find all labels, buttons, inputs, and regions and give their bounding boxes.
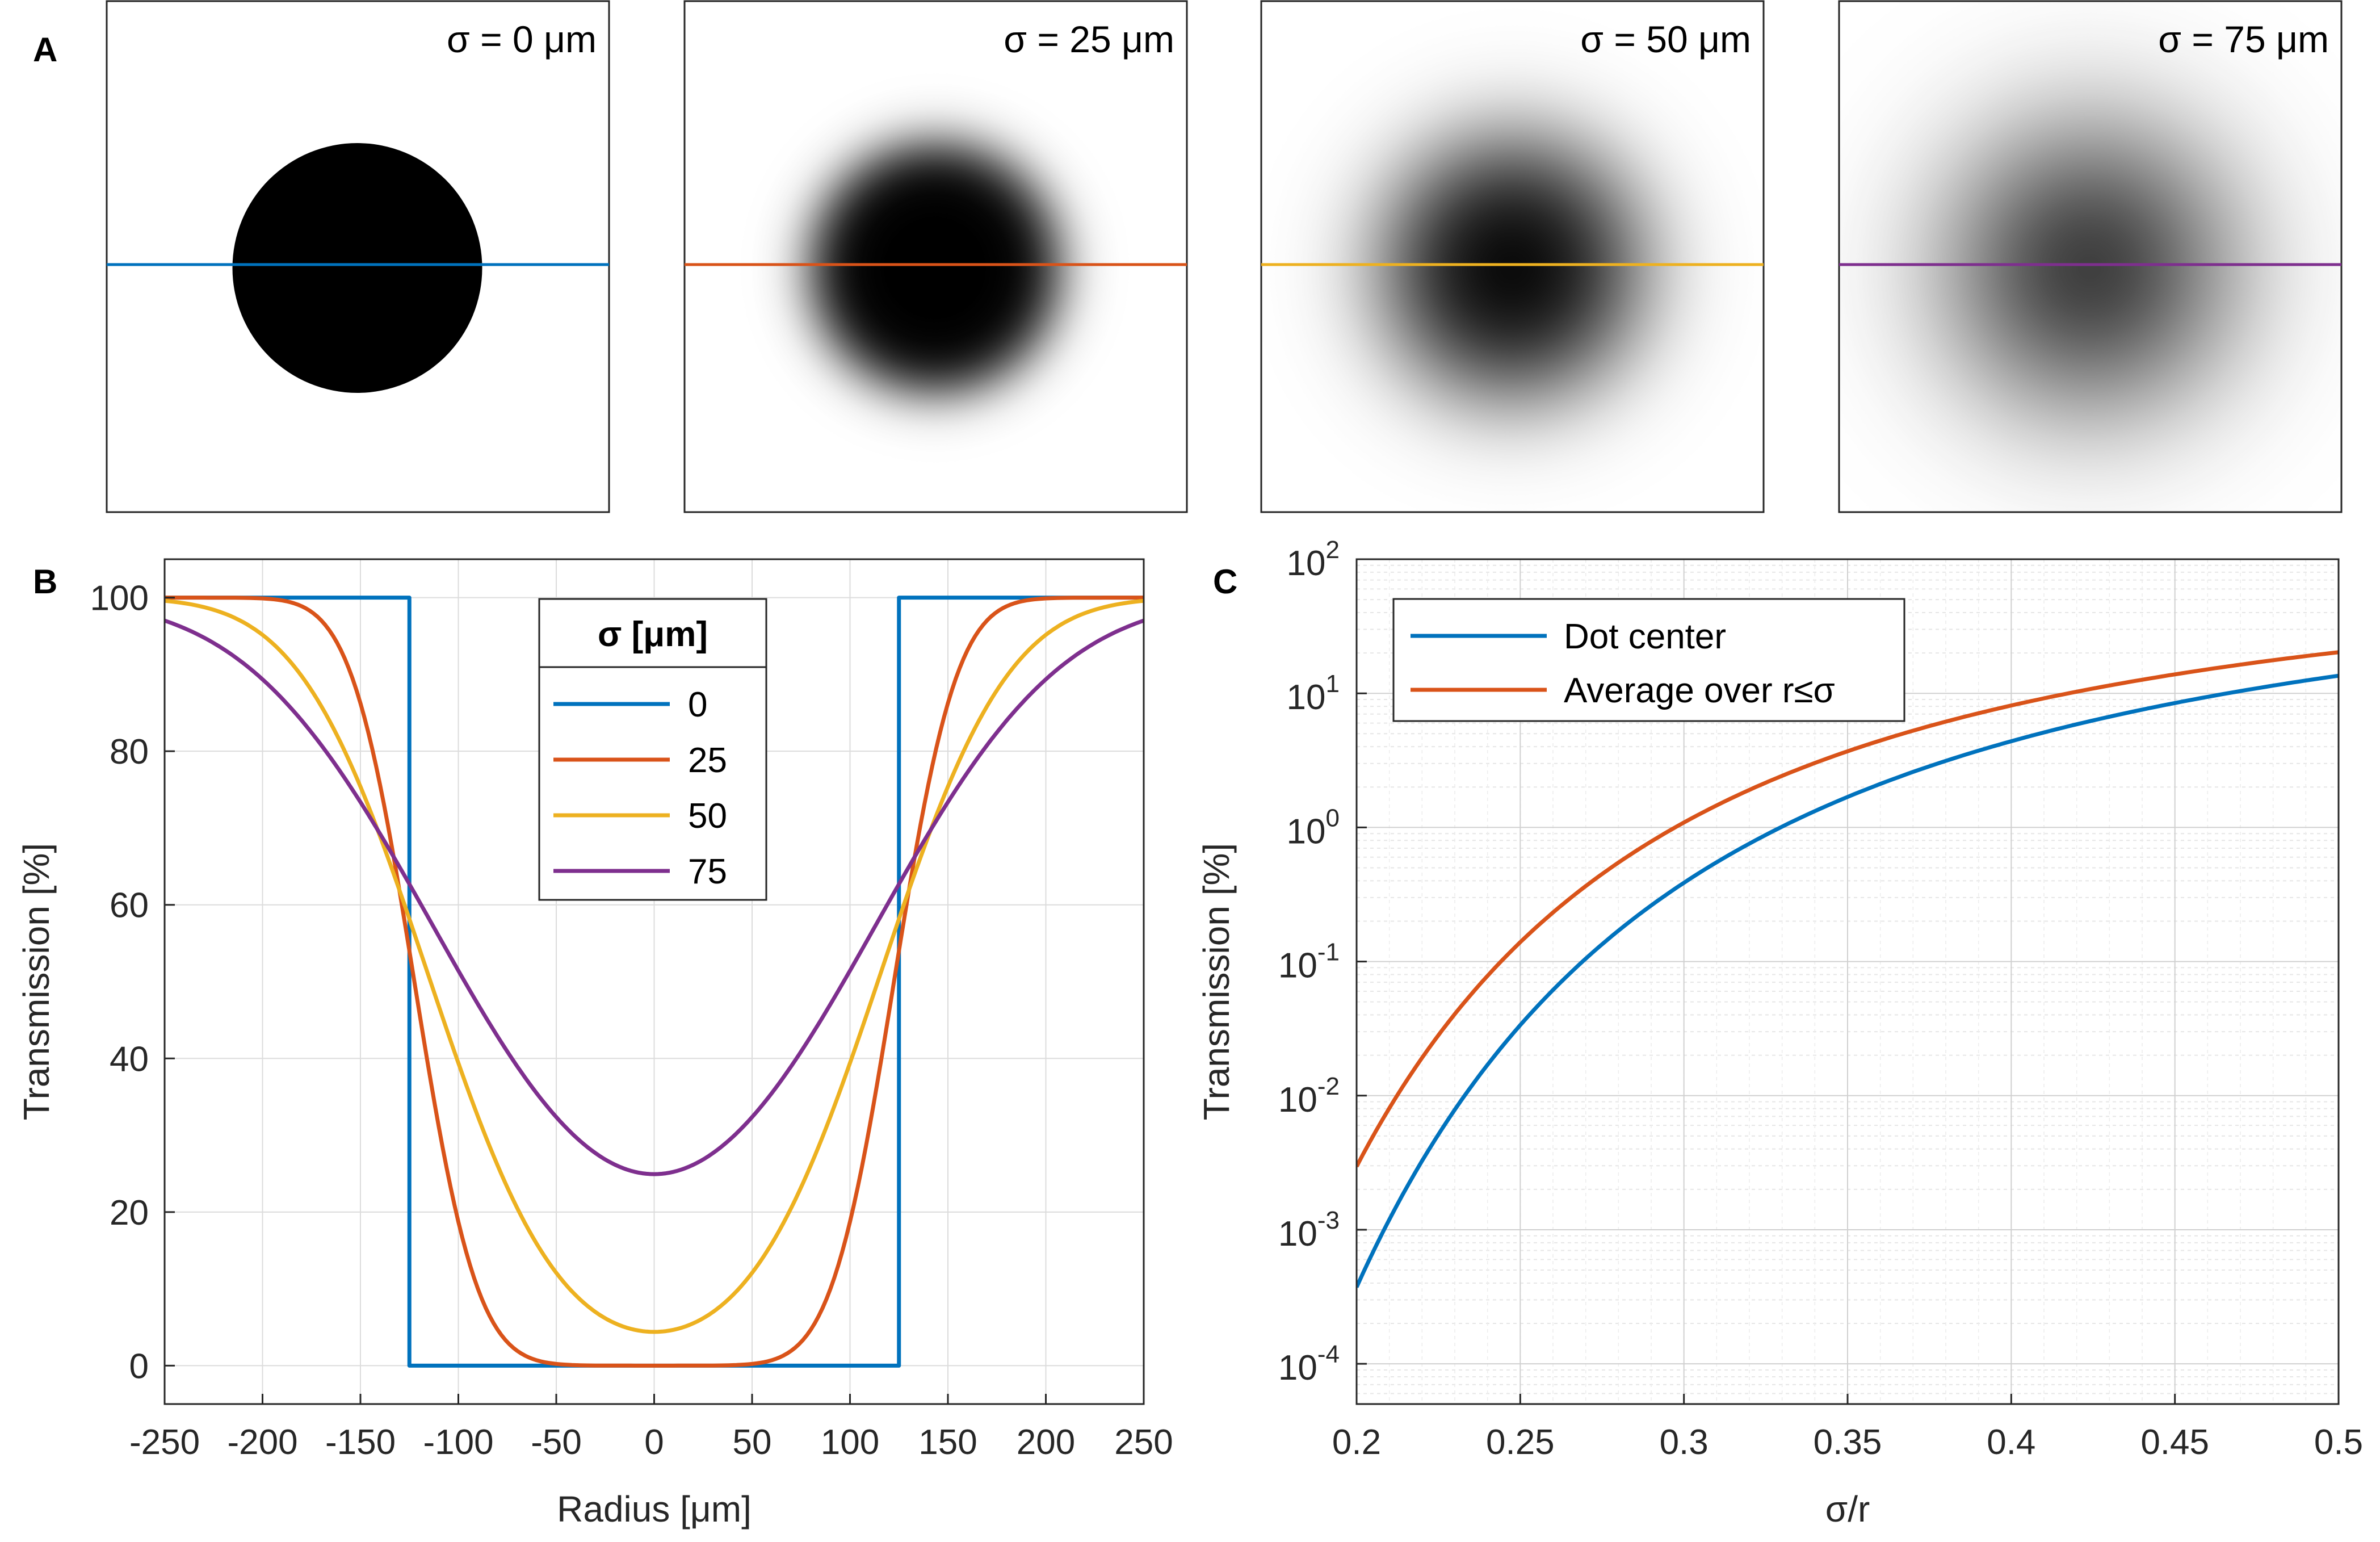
x-tick-label: -150 bbox=[325, 1423, 396, 1462]
dot-image-3: σ = 75 μm bbox=[1838, 0, 2343, 513]
legend-label-0: 0 bbox=[688, 685, 707, 724]
legend-label-50: 50 bbox=[688, 797, 727, 836]
y-tick-exponent: 2 bbox=[1326, 536, 1340, 564]
panel-letter-a: A bbox=[33, 31, 57, 69]
y-tick-label: 10-2 bbox=[1278, 1072, 1340, 1120]
x-tick-label: 0.2 bbox=[1332, 1423, 1381, 1462]
y-tick-base: 10 bbox=[1278, 1348, 1317, 1388]
panel-letter-c: C bbox=[1213, 563, 1237, 601]
y-tick-label: 20 bbox=[110, 1193, 149, 1233]
y-axis-label: Transmission [%] bbox=[1196, 843, 1237, 1120]
y-tick-label: 10-4 bbox=[1278, 1340, 1340, 1388]
y-tick-label: 10-3 bbox=[1278, 1206, 1340, 1254]
dot-image-2: σ = 50 μm bbox=[1260, 0, 1765, 513]
dot-image-0: σ = 0 μm bbox=[106, 0, 610, 513]
x-tick-label: -250 bbox=[129, 1423, 200, 1462]
x-tick-label: 200 bbox=[1017, 1423, 1075, 1462]
panel-b: -250 -200 -150 -100 -50 0 50 100 150 200 250020406… bbox=[16, 558, 1173, 1530]
dot-image-1: σ = 25 μm bbox=[683, 0, 1188, 513]
x-tick-label: 0.4 bbox=[1987, 1423, 2035, 1462]
y-tick-label: 102 bbox=[1287, 536, 1340, 583]
y-tick-label: 60 bbox=[110, 886, 149, 925]
blurred-dot bbox=[1840, 2, 2340, 511]
x-tick-label: 0.5 bbox=[2314, 1423, 2363, 1462]
sigma-label: σ = 50 μm bbox=[1580, 18, 1751, 60]
series-line-75 bbox=[165, 618, 1144, 1176]
x-tick-label: 0.25 bbox=[1486, 1423, 1555, 1462]
curves bbox=[165, 596, 1144, 1368]
panel-letter-b: B bbox=[33, 563, 57, 601]
x-tick-label: 50 bbox=[733, 1423, 772, 1462]
x-tick-label: 0.35 bbox=[1814, 1423, 1882, 1462]
series-line-center bbox=[1357, 673, 2339, 1288]
x-axis-label: Radius [μm] bbox=[557, 1489, 752, 1530]
series-line-25 bbox=[165, 596, 1144, 1368]
x-axis-label: σ/r bbox=[1825, 1489, 1870, 1530]
legend-label-average: Average over r≤σ bbox=[1564, 671, 1835, 710]
y-tick-base: 10 bbox=[1278, 946, 1317, 986]
x-tick-label: 100 bbox=[821, 1423, 879, 1462]
sigma-label: σ = 25 μm bbox=[1004, 18, 1174, 60]
y-tick-label: 0 bbox=[129, 1347, 149, 1386]
curves bbox=[1357, 650, 2339, 1288]
y-tick-label: 100 bbox=[90, 579, 149, 618]
y-tick-label: 40 bbox=[110, 1040, 149, 1079]
legend-label-75: 75 bbox=[688, 852, 727, 891]
legend-box bbox=[538, 598, 767, 901]
y-tick-base: 10 bbox=[1278, 1080, 1317, 1120]
y-tick-label: 80 bbox=[110, 732, 149, 772]
legend-label-center: Dot center bbox=[1564, 617, 1726, 656]
sigma-label: σ = 0 μm bbox=[447, 18, 597, 60]
y-tick-exponent: 1 bbox=[1326, 670, 1340, 698]
legend: σ [μm] 0 25 50 75 bbox=[538, 598, 767, 901]
y-axis-label: Transmission [%] bbox=[16, 843, 57, 1120]
series-line-average bbox=[1357, 650, 2339, 1168]
y-tick-base: 10 bbox=[1287, 678, 1326, 717]
panel-a: σ = 0 μm σ = 25 μm σ = 50 μm σ = 75 μm bbox=[106, 0, 2343, 513]
blurred-dot bbox=[1262, 2, 1762, 511]
y-tick-exponent: -2 bbox=[1317, 1072, 1340, 1100]
y-tick-exponent: -4 bbox=[1317, 1340, 1340, 1368]
blurred-dot bbox=[723, 56, 1148, 480]
y-tick-base: 10 bbox=[1287, 812, 1326, 851]
x-tick-label: 0.45 bbox=[2140, 1423, 2209, 1462]
x-tick-label: -200 bbox=[227, 1423, 297, 1462]
y-tick-base: 10 bbox=[1278, 1214, 1317, 1254]
x-tick-label: 150 bbox=[918, 1423, 977, 1462]
sigma-label: σ = 75 μm bbox=[2158, 18, 2329, 60]
x-tick-label: 250 bbox=[1114, 1423, 1173, 1462]
y-tick-label: 10-1 bbox=[1278, 938, 1340, 986]
x-tick-label: 0.3 bbox=[1660, 1423, 1709, 1462]
y-tick-exponent: 0 bbox=[1326, 804, 1340, 832]
y-tick-label: 101 bbox=[1287, 670, 1340, 717]
x-tick-label: -100 bbox=[423, 1423, 493, 1462]
series-line-50 bbox=[165, 598, 1144, 1334]
y-tick-label: 100 bbox=[1287, 804, 1340, 851]
panel-c: 0.2 0.25 0.3 0.35 0.4 0.45 0.510-410-310-210-1… bbox=[1196, 536, 2363, 1530]
opaque-dot bbox=[232, 143, 482, 393]
legend-label-25: 25 bbox=[688, 741, 727, 780]
x-tick-label: -50 bbox=[531, 1423, 582, 1462]
legend: Dot center Average over r≤σ bbox=[1392, 598, 1905, 722]
legend-title: σ [μm] bbox=[598, 615, 708, 654]
legend-box bbox=[1392, 598, 1905, 722]
y-tick-exponent: -1 bbox=[1317, 938, 1340, 966]
y-tick-exponent: -3 bbox=[1317, 1206, 1340, 1234]
y-tick-base: 10 bbox=[1287, 544, 1326, 583]
x-tick-label: 0 bbox=[644, 1423, 664, 1462]
